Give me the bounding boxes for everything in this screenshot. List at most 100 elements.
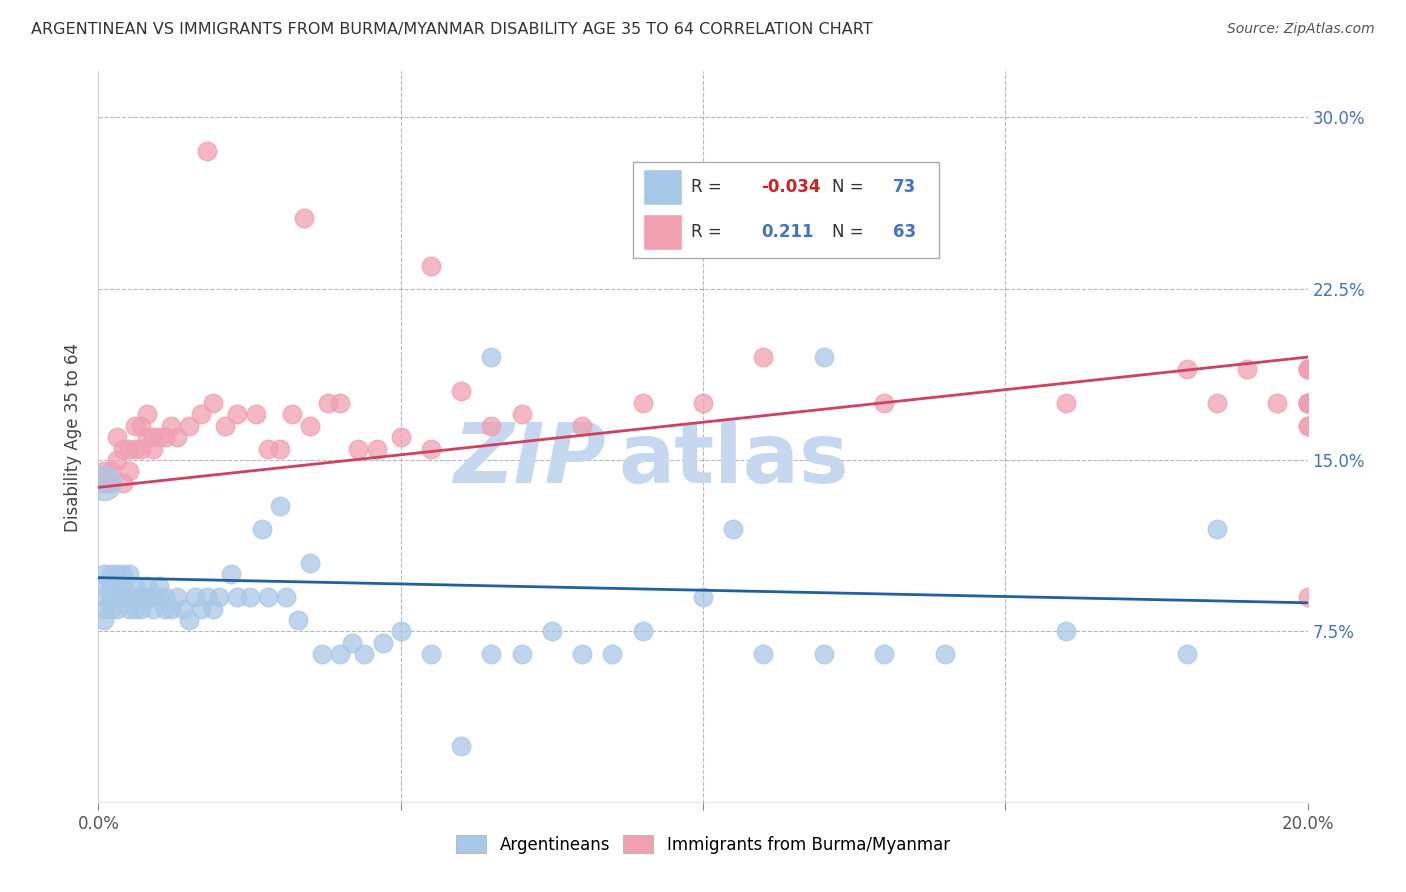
Point — [329, 647, 352, 661]
Text: ARGENTINEAN VS IMMIGRANTS FROM BURMA/MYANMAR DISABILITY AGE 35 TO 64 CORRELATION: ARGENTINEAN VS IMMIGRANTS FROM BURMA/MYA… — [31, 22, 873, 37]
Point — [226, 407, 249, 421]
FancyBboxPatch shape — [633, 162, 939, 258]
Point — [148, 579, 170, 593]
Point — [214, 418, 236, 433]
Point — [111, 579, 134, 593]
Point — [250, 521, 273, 535]
Point — [93, 613, 115, 627]
Point — [752, 647, 775, 661]
Point — [692, 590, 714, 604]
Point — [184, 590, 207, 604]
Point — [1296, 361, 1319, 376]
Point — [202, 601, 225, 615]
Point — [752, 350, 775, 364]
Point — [256, 590, 278, 604]
Point — [105, 590, 128, 604]
Point — [160, 418, 183, 433]
Point — [571, 418, 593, 433]
Point — [129, 601, 152, 615]
Point — [142, 601, 165, 615]
Point — [179, 418, 201, 433]
Point — [105, 430, 128, 444]
Point — [481, 647, 503, 661]
Point — [153, 601, 176, 615]
Bar — [643, 214, 682, 251]
Point — [1296, 590, 1319, 604]
Point — [1175, 647, 1198, 661]
Text: N =: N = — [832, 223, 869, 241]
Point — [299, 556, 322, 570]
Point — [602, 647, 624, 661]
Point — [450, 739, 472, 753]
Point — [100, 475, 122, 490]
Point — [93, 475, 115, 490]
Point — [389, 430, 412, 444]
Point — [135, 407, 157, 421]
Point — [195, 145, 218, 159]
Point — [873, 396, 896, 410]
Point — [190, 601, 212, 615]
Text: 63: 63 — [893, 223, 915, 241]
Point — [1206, 521, 1229, 535]
Point — [934, 647, 956, 661]
Point — [1296, 361, 1319, 376]
Point — [631, 624, 654, 639]
Point — [172, 601, 194, 615]
Point — [118, 442, 141, 456]
Point — [450, 384, 472, 399]
Point — [135, 590, 157, 604]
Point — [153, 430, 176, 444]
Point — [256, 442, 278, 456]
Point — [1296, 396, 1319, 410]
Point — [93, 567, 115, 582]
Point — [118, 567, 141, 582]
Point — [100, 464, 122, 478]
Point — [1296, 396, 1319, 410]
Point — [1054, 396, 1077, 410]
Point — [118, 601, 141, 615]
Point — [389, 624, 412, 639]
Point — [481, 350, 503, 364]
Point — [221, 567, 243, 582]
Point — [111, 475, 134, 490]
Point — [245, 407, 267, 421]
Point — [1296, 396, 1319, 410]
Point — [179, 613, 201, 627]
Point — [371, 636, 394, 650]
Point — [1296, 396, 1319, 410]
Point — [1267, 396, 1289, 410]
Point — [631, 396, 654, 410]
Point — [118, 464, 141, 478]
Point — [353, 647, 375, 661]
Point — [166, 430, 188, 444]
Point — [813, 647, 835, 661]
Point — [208, 590, 231, 604]
Point — [1296, 396, 1319, 410]
Point — [195, 590, 218, 604]
Point — [135, 579, 157, 593]
Point — [105, 601, 128, 615]
Point — [1175, 361, 1198, 376]
Point — [274, 590, 297, 604]
Point — [93, 475, 115, 490]
Text: R =: R = — [692, 178, 727, 196]
Point — [93, 579, 115, 593]
Text: atlas: atlas — [619, 418, 849, 500]
Point — [540, 624, 562, 639]
Point — [1054, 624, 1077, 639]
Point — [100, 567, 122, 582]
Point — [93, 590, 115, 604]
Point — [420, 259, 443, 273]
Point — [135, 430, 157, 444]
Text: R =: R = — [692, 223, 727, 241]
Legend: Argentineans, Immigrants from Burma/Myanmar: Argentineans, Immigrants from Burma/Myan… — [450, 829, 956, 860]
Point — [723, 521, 745, 535]
Point — [100, 590, 122, 604]
Point — [420, 442, 443, 456]
Point — [287, 613, 309, 627]
Point — [111, 590, 134, 604]
Point — [510, 407, 533, 421]
Point — [93, 601, 115, 615]
Point — [124, 579, 146, 593]
Point — [124, 590, 146, 604]
